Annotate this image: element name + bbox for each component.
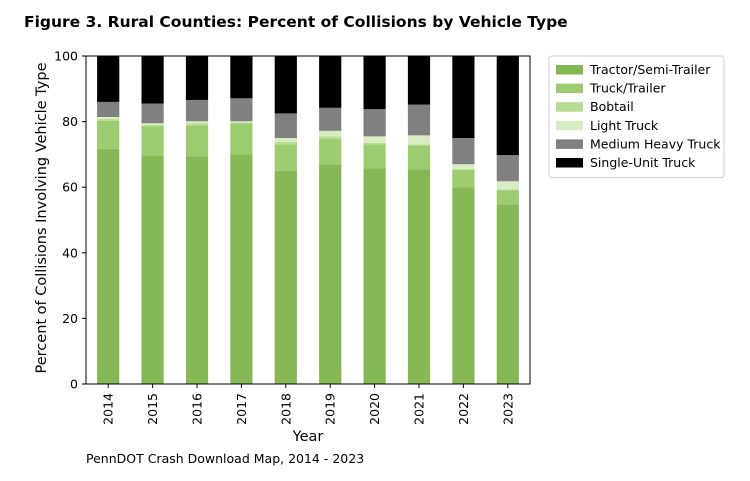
legend-swatch-3 — [556, 120, 583, 131]
legend-swatch-1 — [556, 83, 583, 94]
bar-2023-series-4 — [496, 155, 519, 182]
bar-2018-series-0 — [274, 170, 297, 384]
bar-2015-series-2 — [141, 124, 164, 127]
bar-2023-series-5 — [496, 56, 519, 156]
y-tick-label: 60 — [62, 180, 78, 195]
bars-group — [97, 56, 519, 384]
y-tick-label: 80 — [62, 114, 78, 129]
bar-2019-series-0 — [319, 164, 342, 384]
legend-label-1: Truck/Trailer — [589, 81, 666, 96]
y-tick-label: 0 — [70, 377, 78, 392]
bar-2021-series-0 — [407, 169, 431, 384]
y-tick-label: 40 — [62, 245, 78, 260]
bar-2022-series-4 — [452, 138, 475, 165]
bar-2020-series-0 — [363, 168, 386, 384]
bar-2022-series-0 — [452, 187, 475, 384]
bar-2017-series-0 — [230, 154, 253, 384]
bar-2015-series-3 — [141, 123, 164, 125]
bar-2016-series-1 — [185, 125, 209, 157]
legend-swatch-4 — [556, 139, 583, 149]
bar-2022-series-1 — [452, 169, 475, 188]
bar-2022-series-3 — [452, 164, 475, 169]
bar-2017-series-4 — [230, 98, 253, 122]
bar-2017-series-1 — [230, 123, 253, 155]
bar-2018-series-1 — [274, 144, 297, 171]
bar-2022-series-2 — [452, 168, 475, 170]
legend: Tractor/Semi-Trailer Truck/Trailer Bobtail… — [548, 55, 725, 179]
bar-2016-series-5 — [185, 56, 209, 100]
x-tick-label: 2014 — [101, 393, 116, 425]
plot-frame — [85, 55, 531, 385]
legend-label-4: Medium Heavy Truck — [590, 136, 721, 151]
y-tick-label: 20 — [62, 311, 78, 326]
bar-2016-series-3 — [185, 121, 209, 124]
legend-label-3: Light Truck — [590, 118, 659, 133]
legend-label-5: Single-Unit Truck — [590, 155, 696, 170]
x-tick-label: 2020 — [367, 393, 382, 425]
bar-2018-series-2 — [274, 141, 297, 145]
x-tick-label: 2022 — [456, 393, 471, 425]
bar-2023-series-3 — [496, 181, 519, 190]
legend-swatch-0 — [556, 65, 583, 75]
x-tick-label: 2016 — [190, 393, 205, 425]
source-note: PennDOT Crash Download Map, 2014 - 2023 — [86, 451, 365, 466]
bar-2020-series-5 — [363, 56, 386, 110]
bar-2019-series-5 — [319, 56, 342, 108]
bar-2023-series-2 — [496, 189, 519, 191]
bar-2018-series-3 — [274, 138, 297, 142]
bar-2014-series-4 — [97, 101, 120, 118]
bar-2021-series-4 — [407, 104, 431, 136]
bar-2020-series-2 — [363, 142, 386, 145]
bar-2021-series-5 — [407, 56, 431, 105]
bar-2017-series-2 — [230, 122, 253, 124]
legend-label-2: Bobtail — [590, 99, 634, 114]
bar-2019-series-4 — [319, 107, 342, 131]
x-tick-label: 2017 — [234, 393, 249, 425]
bar-2019-series-2 — [319, 136, 342, 139]
bar-2014-series-2 — [97, 118, 120, 121]
bar-2015-series-0 — [141, 156, 164, 384]
x-axis: 2014 2015 2016 2017 2018 2019 2020 2021 2022 2023 — [101, 384, 515, 425]
x-tick-label: 2015 — [145, 393, 160, 425]
bar-2015-series-4 — [141, 103, 164, 124]
bar-2014-series-3 — [97, 117, 120, 119]
y-axis-label: Percent of Collisions Involving Vehicle … — [34, 62, 50, 373]
bar-2019-series-3 — [319, 130, 342, 137]
bar-2014-series-5 — [97, 56, 120, 102]
y-axis: 0 20 40 60 80 100 — [54, 49, 86, 392]
x-tick-label: 2021 — [412, 393, 427, 425]
legend-label-0: Tractor/Semi-Trailer — [589, 62, 711, 77]
bar-2015-series-1 — [141, 126, 164, 157]
bar-2020-series-1 — [363, 144, 386, 169]
bar-2019-series-1 — [319, 138, 342, 165]
bar-2021-series-1 — [407, 145, 431, 170]
bar-2016-series-2 — [185, 123, 209, 126]
bar-2017-series-5 — [230, 56, 253, 99]
bar-2017-series-3 — [230, 121, 253, 123]
bar-2023-series-1 — [496, 190, 519, 205]
bar-2018-series-4 — [274, 113, 297, 138]
x-tick-label: 2019 — [323, 393, 338, 425]
figure-title: Figure 3. Rural Counties: Percent of Col… — [24, 13, 568, 31]
bar-2020-series-3 — [363, 136, 386, 143]
bar-2018-series-5 — [274, 56, 297, 114]
bar-2023-series-0 — [496, 204, 519, 384]
x-tick-label: 2018 — [278, 393, 293, 425]
bar-2022-series-5 — [452, 56, 475, 138]
x-tick-label: 2023 — [500, 393, 515, 425]
legend-frame — [548, 55, 725, 179]
bar-2021-series-2 — [407, 144, 431, 146]
bar-2014-series-1 — [97, 120, 120, 149]
bar-2016-series-4 — [185, 99, 209, 122]
legend-swatch-5 — [556, 158, 583, 168]
legend-swatch-2 — [556, 102, 583, 112]
bar-2020-series-4 — [363, 109, 386, 137]
bar-2016-series-0 — [185, 156, 209, 384]
y-tick-label: 100 — [54, 49, 78, 64]
bar-2014-series-0 — [97, 148, 120, 384]
x-axis-label: Year — [292, 429, 324, 445]
bar-2021-series-3 — [407, 135, 431, 145]
bar-2015-series-5 — [141, 56, 164, 104]
